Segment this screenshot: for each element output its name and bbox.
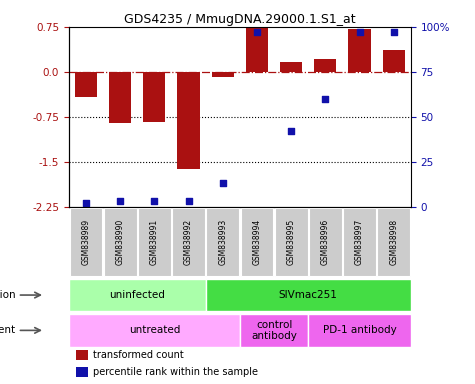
Bar (76, 367, 88, 377)
Point (253, 29, 261, 35)
Point (390, 29, 398, 35)
Title: GDS4235 / MmugDNA.29000.1.S1_at: GDS4235 / MmugDNA.29000.1.S1_at (124, 13, 356, 26)
Text: GSM838989: GSM838989 (82, 219, 90, 265)
Text: untreated: untreated (129, 325, 180, 335)
Text: percentile rank within the sample: percentile rank within the sample (93, 367, 258, 377)
FancyBboxPatch shape (240, 314, 308, 347)
Bar (178, 72, 200, 169)
Text: GSM838992: GSM838992 (184, 219, 193, 265)
FancyBboxPatch shape (138, 208, 171, 276)
FancyBboxPatch shape (69, 314, 240, 347)
FancyBboxPatch shape (275, 208, 308, 276)
Text: transformed count: transformed count (93, 350, 183, 360)
Point (322, 96, 329, 102)
Point (185, 198, 192, 204)
Point (116, 198, 124, 204)
Point (151, 198, 158, 204)
Bar (143, 72, 165, 122)
Text: PD-1 antibody: PD-1 antibody (323, 325, 397, 335)
FancyBboxPatch shape (308, 314, 411, 347)
Bar (383, 50, 405, 72)
Point (82, 200, 90, 206)
Text: GSM838991: GSM838991 (150, 219, 159, 265)
Bar (109, 72, 131, 123)
Bar (212, 72, 234, 77)
Text: GSM838990: GSM838990 (116, 219, 124, 265)
FancyBboxPatch shape (206, 208, 239, 276)
Bar (75, 72, 97, 97)
Text: SIVmac251: SIVmac251 (279, 290, 338, 300)
Point (287, 128, 295, 134)
Bar (314, 59, 336, 72)
Text: GSM838997: GSM838997 (355, 219, 364, 265)
Text: uninfected: uninfected (109, 290, 165, 300)
Point (356, 29, 363, 35)
Bar (280, 62, 302, 72)
Text: GSM838995: GSM838995 (287, 219, 295, 265)
FancyBboxPatch shape (240, 208, 274, 276)
Text: GSM838998: GSM838998 (390, 219, 398, 265)
Bar (349, 29, 370, 72)
FancyBboxPatch shape (69, 208, 103, 276)
FancyBboxPatch shape (309, 208, 342, 276)
Text: agent: agent (0, 325, 16, 335)
FancyBboxPatch shape (343, 208, 376, 276)
FancyBboxPatch shape (206, 279, 411, 311)
Text: GSM838993: GSM838993 (218, 219, 227, 265)
Text: GSM838996: GSM838996 (321, 219, 330, 265)
Text: control
antibody: control antibody (251, 319, 297, 341)
Text: infection: infection (0, 290, 16, 300)
Bar (76, 350, 88, 360)
Bar (246, 27, 268, 72)
Point (219, 180, 227, 186)
FancyBboxPatch shape (104, 208, 137, 276)
FancyBboxPatch shape (69, 279, 206, 311)
FancyBboxPatch shape (377, 208, 410, 276)
Text: GSM838994: GSM838994 (253, 219, 261, 265)
FancyBboxPatch shape (172, 208, 205, 276)
